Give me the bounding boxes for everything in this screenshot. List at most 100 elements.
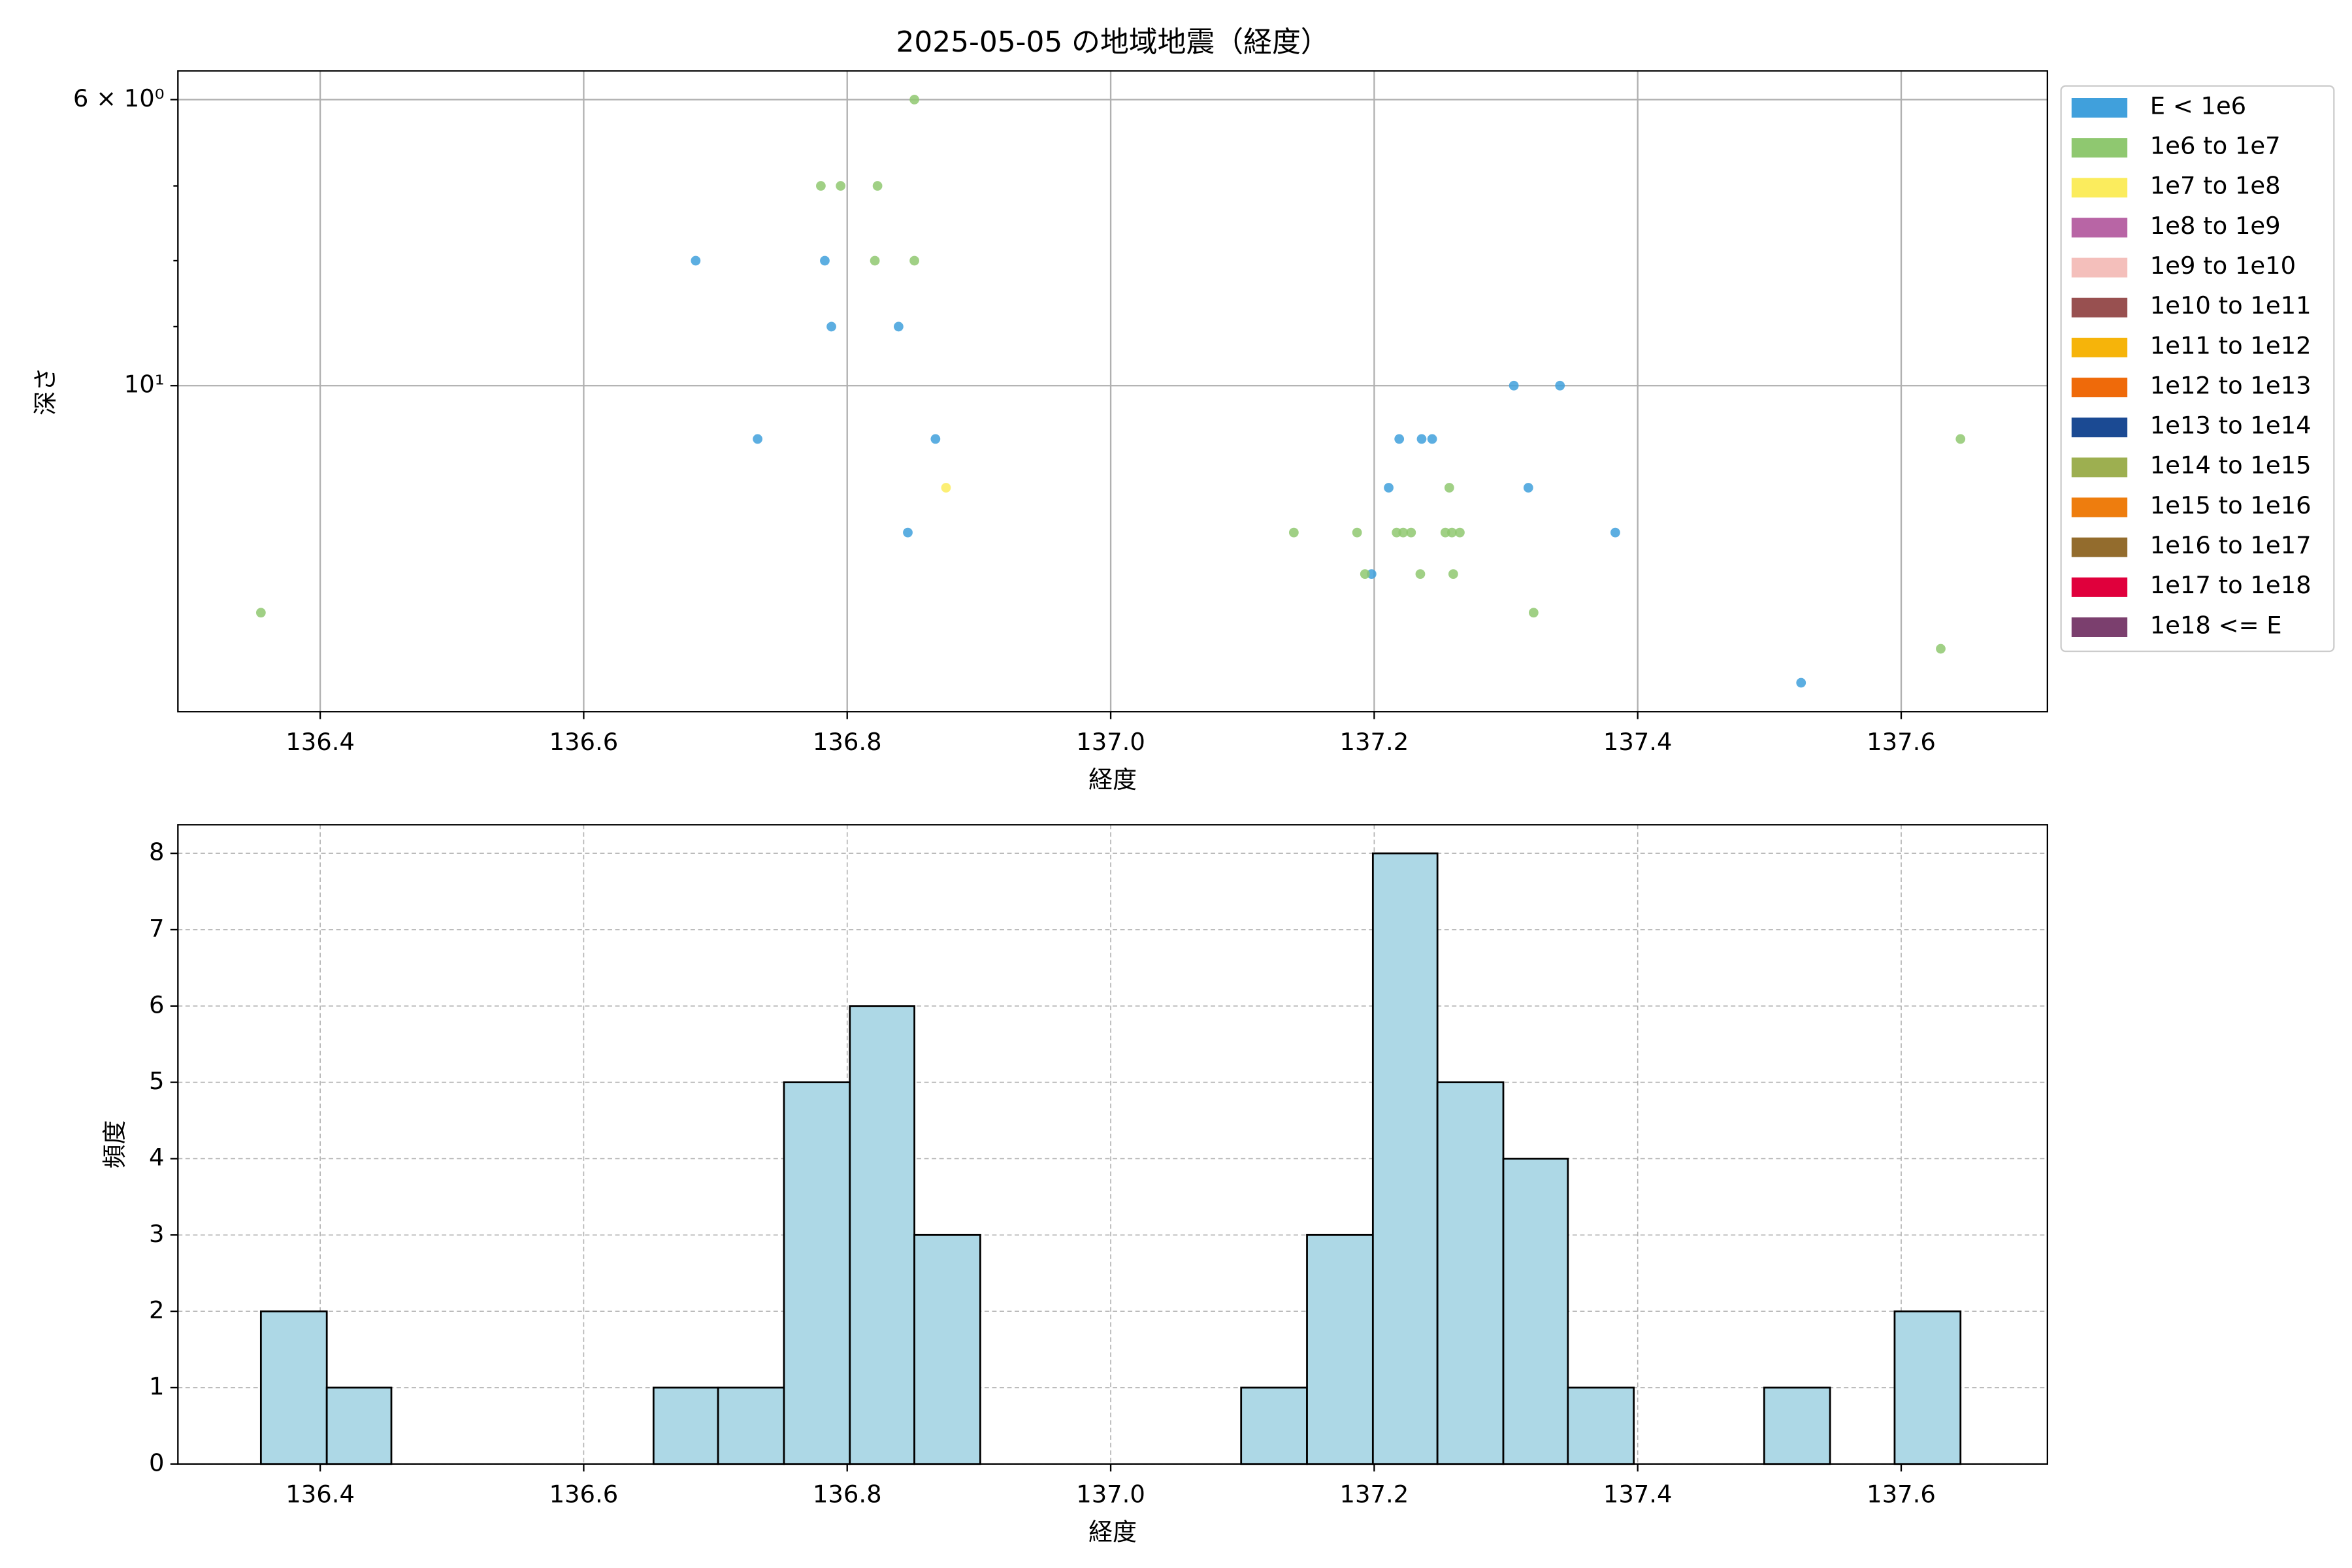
bar (1240, 1386, 1308, 1465)
point (903, 527, 913, 538)
x-tick-label: 137.2 (1340, 1480, 1409, 1509)
legend-label: 1e14 to 1e15 (2150, 451, 2311, 480)
y-tick-label: 8 (149, 838, 164, 866)
bar (783, 1081, 851, 1465)
point (930, 434, 941, 444)
y-tick-label: 3 (149, 1220, 164, 1248)
point (1446, 527, 1457, 538)
legend-label: 1e12 to 1e13 (2150, 371, 2311, 399)
bar (913, 1233, 981, 1465)
y-tick-label: 5 (149, 1067, 164, 1095)
bar (717, 1386, 785, 1465)
point (820, 255, 830, 266)
bar (1436, 1081, 1505, 1465)
point (1955, 434, 1966, 444)
y-axis-label: 深さ (31, 367, 59, 416)
y-tick-label: 1 (149, 1372, 164, 1400)
legend-box (2060, 85, 2335, 653)
x-tick-label: 137.4 (1603, 1480, 1673, 1509)
legend-label: 1e7 to 1e8 (2150, 172, 2281, 200)
legend-label: 1e11 to 1e12 (2150, 331, 2311, 359)
point (909, 255, 919, 266)
bar (849, 1005, 915, 1465)
bar (652, 1386, 719, 1465)
x-tick-label: 136.8 (813, 1480, 882, 1509)
y-tick-label: 4 (149, 1143, 164, 1171)
legend-swatch (2071, 457, 2128, 478)
legend-label: 1e8 to 1e9 (2150, 212, 2281, 240)
legend-swatch (2071, 417, 2128, 438)
legend-swatch (2071, 178, 2128, 198)
x-tick-label: 136.6 (549, 728, 619, 756)
plot-frame (177, 70, 2048, 713)
x-tick-label: 136.6 (549, 1480, 619, 1509)
point (753, 434, 762, 444)
point (1360, 569, 1370, 579)
point (1936, 644, 1946, 654)
point (1384, 483, 1394, 493)
point (1528, 608, 1539, 618)
point (1555, 380, 1565, 391)
bar (1502, 1158, 1569, 1465)
legend-label: 1e10 to 1e11 (2150, 291, 2311, 319)
bar (1306, 1233, 1374, 1465)
point (1523, 483, 1533, 493)
y-tick-label: 6 (149, 990, 164, 1019)
x-tick-label: 137.4 (1603, 728, 1673, 756)
y-tick-label: 2 (149, 1296, 164, 1324)
point (909, 95, 919, 105)
bar (1371, 852, 1439, 1465)
point (691, 255, 701, 266)
point (1394, 434, 1405, 444)
point (836, 181, 846, 191)
legend-swatch (2071, 337, 2128, 357)
point (1610, 527, 1620, 538)
y-tick-label: 6 × 10⁰ (73, 84, 165, 112)
legend-label: 1e9 to 1e10 (2150, 252, 2296, 280)
x-tick-label: 136.8 (813, 728, 882, 756)
point (1427, 434, 1437, 444)
legend-swatch (2071, 98, 2128, 118)
point (1416, 434, 1427, 444)
point (941, 483, 951, 493)
point (1406, 527, 1416, 538)
point (1448, 569, 1458, 579)
bar (1567, 1386, 1635, 1465)
y-axis-label: 頻度 (101, 1120, 129, 1169)
point (893, 321, 904, 332)
point (255, 608, 266, 618)
legend-label: 1e17 to 1e18 (2150, 571, 2311, 599)
legend-swatch (2071, 138, 2128, 158)
point (1455, 527, 1465, 538)
bar (1763, 1386, 1831, 1465)
point (1444, 483, 1454, 493)
point (1398, 527, 1409, 538)
y-tick-label: 7 (149, 914, 164, 942)
x-tick-label: 136.4 (286, 728, 355, 756)
x-tick-label: 137.6 (1867, 728, 1936, 756)
legend-swatch (2071, 497, 2128, 517)
legend-swatch (2071, 617, 2128, 637)
point (1509, 380, 1519, 391)
bar (259, 1310, 328, 1465)
legend-label: 1e18 <= E (2150, 611, 2282, 639)
legend-swatch (2071, 537, 2128, 557)
point (872, 181, 883, 191)
point (1415, 569, 1426, 579)
legend-swatch (2071, 297, 2128, 318)
y-tick-label: 0 (149, 1448, 164, 1477)
x-tick-label: 136.4 (286, 1480, 355, 1509)
point (816, 181, 826, 191)
legend-label: 1e6 to 1e7 (2150, 132, 2281, 160)
bar (1893, 1310, 1962, 1465)
bar (325, 1386, 393, 1465)
plot-frame (177, 824, 2048, 1465)
x-tick-label: 137.0 (1076, 1480, 1145, 1509)
legend-swatch (2071, 378, 2128, 398)
x-axis-label: 経度 (1088, 1518, 1137, 1546)
legend-swatch (2071, 218, 2128, 238)
x-tick-label: 137.0 (1076, 728, 1145, 756)
point (1352, 527, 1362, 538)
